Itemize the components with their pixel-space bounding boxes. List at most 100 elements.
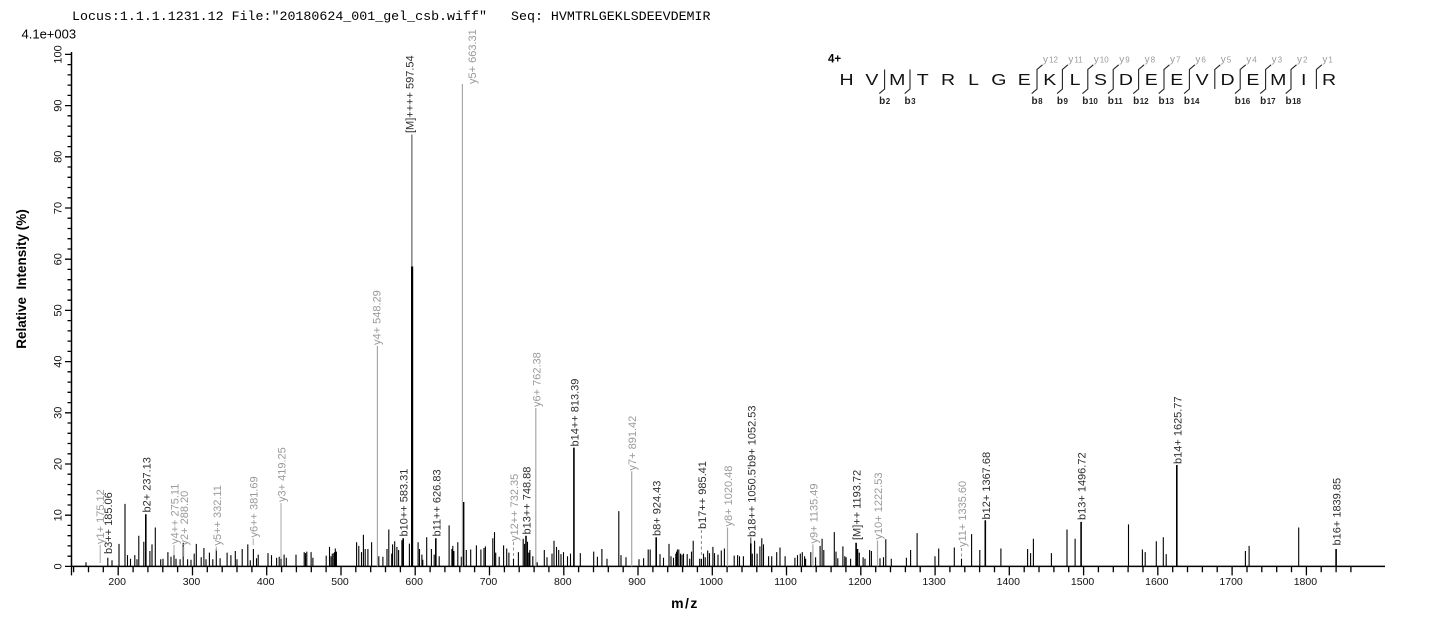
svg-text:b10++ 583.31: b10++ 583.31 (399, 469, 411, 537)
svg-text:b3: b3 (905, 96, 917, 107)
svg-text:K: K (1043, 70, 1056, 88)
svg-text:E: E (1246, 70, 1259, 88)
svg-text:20: 20 (53, 458, 65, 470)
svg-text:b2: b2 (879, 96, 891, 107)
svg-text:y11+ 1335.60: y11+ 1335.60 (957, 481, 969, 547)
svg-text:S: S (1094, 70, 1107, 88)
svg-text:[M]++ 1193.72: [M]++ 1193.72 (852, 470, 864, 540)
svg-text:700: 700 (480, 576, 498, 588)
svg-text:y12++ 732.35: y12++ 732.35 (509, 474, 521, 541)
svg-text:b14: b14 (1184, 96, 1200, 107)
svg-text:300: 300 (183, 576, 201, 588)
svg-text:1600: 1600 (1145, 576, 1169, 588)
svg-text:y5: y5 (1221, 54, 1232, 65)
svg-text:b13++ 748.88: b13++ 748.88 (522, 467, 534, 535)
svg-text:b3++ 185.06: b3++ 185.06 (103, 492, 115, 554)
svg-text:y6++ 381.69: y6++ 381.69 (249, 476, 261, 537)
svg-text:1000: 1000 (700, 576, 724, 588)
svg-text:D: D (1119, 70, 1133, 88)
svg-text:H: H (839, 70, 853, 88)
svg-text:I: I (1301, 70, 1306, 88)
svg-text:b2+ 237.13: b2+ 237.13 (141, 457, 153, 512)
svg-text:y2: y2 (1297, 54, 1308, 65)
svg-text:y5+ 663.31: y5+ 663.31 (467, 29, 479, 84)
svg-text:800: 800 (554, 576, 572, 588)
svg-text:b16: b16 (1235, 96, 1251, 107)
svg-text:T: T (917, 70, 929, 88)
svg-text:1700: 1700 (1219, 576, 1243, 588)
svg-text:y3+ 419.25: y3+ 419.25 (277, 447, 289, 502)
svg-text:80: 80 (53, 151, 65, 163)
svg-text:b13+ 1496.72: b13+ 1496.72 (1077, 452, 1089, 520)
svg-text:1200: 1200 (848, 576, 872, 588)
svg-text:y10: y10 (1094, 54, 1109, 65)
svg-text:y3: y3 (1272, 54, 1283, 65)
svg-text:E: E (1018, 70, 1031, 88)
svg-text:V: V (1196, 70, 1209, 88)
svg-text:y8+ 1020.48: y8+ 1020.48 (723, 466, 735, 527)
svg-text:b12+ 1367.68: b12+ 1367.68 (981, 452, 993, 520)
svg-text:R: R (1322, 70, 1336, 88)
svg-text:4.1e+003: 4.1e+003 (22, 27, 77, 42)
svg-text:500: 500 (331, 576, 349, 588)
svg-text:R: R (941, 70, 955, 88)
svg-text:M: M (1270, 70, 1286, 88)
svg-text:Seq: HVMTRLGEKLSDEEVDEMIR: Seq: HVMTRLGEKLSDEEVDEMIR (511, 9, 711, 24)
svg-text:b9: b9 (1057, 96, 1069, 107)
svg-text:y5++ 332.11: y5++ 332.11 (212, 485, 224, 545)
svg-text:b17++ 985.41: b17++ 985.41 (697, 461, 709, 529)
svg-text:y6: y6 (1195, 54, 1206, 65)
svg-text:y1: y1 (1322, 54, 1333, 65)
svg-text:M: M (889, 70, 905, 88)
svg-text:70: 70 (53, 202, 65, 214)
svg-text:y7: y7 (1170, 54, 1181, 65)
svg-text:b8+ 924.43: b8+ 924.43 (652, 481, 664, 536)
svg-text:D: D (1220, 70, 1234, 88)
svg-text:b11++ 626.83: b11++ 626.83 (431, 469, 443, 536)
svg-text:400: 400 (257, 576, 275, 588)
svg-text:E: E (1170, 70, 1183, 88)
svg-text:V: V (865, 70, 878, 88)
svg-text:m/z: m/z (671, 595, 699, 611)
svg-text:L: L (1070, 70, 1081, 88)
svg-text:1400: 1400 (997, 576, 1021, 588)
svg-text:1500: 1500 (1071, 576, 1095, 588)
svg-text:y8: y8 (1145, 54, 1156, 65)
svg-text:90: 90 (53, 99, 65, 111)
svg-text:y2+ 288.20: y2+ 288.20 (179, 491, 191, 546)
svg-text:y4++ 275.11: y4++ 275.11 (170, 484, 182, 544)
svg-text:y10+ 1222.53: y10+ 1222.53 (873, 473, 885, 540)
svg-text:L: L (968, 70, 979, 88)
svg-text:E: E (1145, 70, 1158, 88)
svg-text:y1+ 175.12: y1+ 175.12 (95, 489, 107, 544)
svg-text:y9: y9 (1119, 54, 1130, 65)
svg-text:900: 900 (628, 576, 646, 588)
svg-text:50: 50 (53, 304, 65, 316)
svg-text:10: 10 (53, 509, 65, 521)
svg-text:b17: b17 (1260, 96, 1276, 107)
svg-text:b18++ 1050.5'b9+ 1052.53: b18++ 1050.5'b9+ 1052.53 (746, 406, 758, 537)
svg-text:b12: b12 (1133, 96, 1149, 107)
svg-text:1100: 1100 (774, 576, 797, 588)
svg-text:4+: 4+ (828, 54, 841, 66)
svg-text:40: 40 (53, 355, 65, 367)
svg-text:y7+ 891.42: y7+ 891.42 (627, 416, 639, 471)
svg-text:b14++ 813.39: b14++ 813.39 (569, 379, 581, 447)
svg-text:200: 200 (108, 576, 126, 588)
svg-text:60: 60 (53, 253, 65, 265)
svg-text:b10: b10 (1082, 96, 1098, 107)
svg-text:y9+ 1135.49: y9+ 1135.49 (808, 483, 820, 543)
svg-text:y4: y4 (1246, 54, 1257, 65)
svg-text:b11: b11 (1108, 96, 1124, 107)
svg-text:1300: 1300 (922, 576, 946, 588)
svg-text:b16+ 1839.85: b16+ 1839.85 (1332, 478, 1344, 546)
svg-text:1800: 1800 (1294, 576, 1318, 588)
svg-text:b13: b13 (1159, 96, 1175, 107)
svg-text:30: 30 (53, 407, 65, 419)
svg-text:[M]++++ 597.54: [M]++++ 597.54 (404, 55, 416, 133)
svg-text:Locus:1.1.1.1231.12 File:"2018: Locus:1.1.1.1231.12 File:"20180624_001_g… (72, 9, 487, 24)
svg-text:y6+ 762.38: y6+ 762.38 (531, 352, 543, 407)
svg-text:y4+ 548.29: y4+ 548.29 (371, 290, 383, 345)
svg-text:y12: y12 (1043, 54, 1058, 65)
svg-text:G: G (991, 70, 1006, 88)
